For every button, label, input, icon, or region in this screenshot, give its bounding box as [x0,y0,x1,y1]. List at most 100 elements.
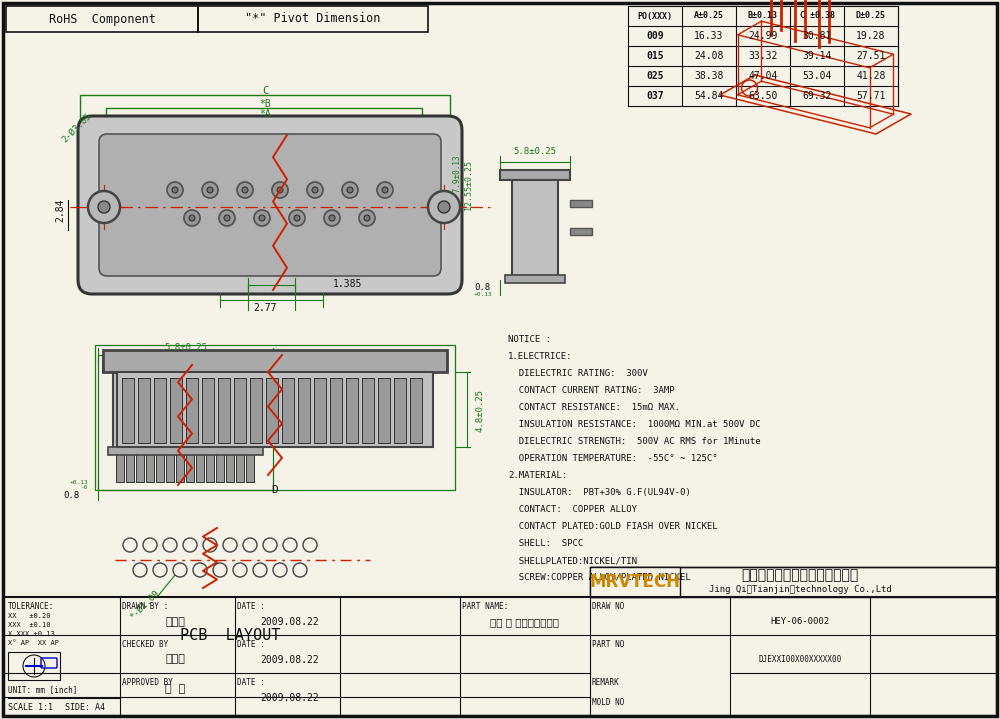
Bar [106,108,422,266]
Circle shape [303,538,317,552]
Bar [590,567,680,597]
Bar [98,355,273,490]
Bar [570,228,592,235]
Text: 12.55±0.25: 12.55±0.25 [464,160,473,210]
Text: *-Ø1.09: *-Ø1.09 [129,589,161,621]
Text: PART NO: PART NO [592,640,624,649]
Text: 57.71: 57.71 [856,91,886,101]
Text: UNIT: mm [inch]: UNIT: mm [inch] [8,685,77,694]
Circle shape [243,538,257,552]
Text: 4.8±0.25: 4.8±0.25 [476,388,484,431]
Circle shape [163,538,177,552]
Circle shape [173,563,187,577]
Text: DRAW NO: DRAW NO [592,602,624,611]
Text: PO(XXX): PO(XXX) [638,12,672,21]
Bar [268,387,296,395]
Circle shape [202,182,218,198]
Circle shape [294,215,300,221]
Text: 2-Ø3.05: 2-Ø3.05 [60,111,93,145]
Text: 1.385: 1.385 [333,279,363,289]
Text: 2009.08.22: 2009.08.22 [261,693,319,703]
Bar [266,378,278,443]
Bar [410,378,422,443]
Text: 63.50: 63.50 [748,91,778,101]
Circle shape [289,210,305,226]
Bar [126,452,134,482]
Bar [362,378,374,443]
Text: 30.81: 30.81 [802,31,832,41]
Text: SHELLPLATED:NICKEL/TIN: SHELLPLATED:NICKEL/TIN [508,556,637,565]
Text: 41.28: 41.28 [856,71,886,81]
FancyBboxPatch shape [78,116,462,294]
Bar [117,372,433,447]
Text: OPERATION TEMPERATURE:  -55C° ~ 125C°: OPERATION TEMPERATURE: -55C° ~ 125C° [508,454,718,463]
Circle shape [219,210,235,226]
Bar [95,345,455,490]
Circle shape [183,538,197,552]
Text: "*" Pivot Dimension: "*" Pivot Dimension [245,12,381,25]
Text: 009: 009 [646,31,664,41]
Text: +0.13: +0.13 [473,293,492,298]
Bar [346,378,358,443]
Text: 0.8: 0.8 [64,490,80,500]
Text: SCALE 1:1: SCALE 1:1 [8,703,53,712]
Bar [138,378,150,443]
Bar [186,452,194,482]
Bar [6,6,198,32]
Text: 2.MATERIAL:: 2.MATERIAL: [508,471,567,480]
Text: INSULATOR:  PBT+30% G.F(UL94V-0): INSULATOR: PBT+30% G.F(UL94V-0) [508,488,691,497]
Circle shape [203,538,217,552]
Text: 0.8: 0.8 [474,283,490,293]
Text: B±0.13: B±0.13 [748,12,778,21]
Circle shape [133,563,147,577]
Text: 研  组: 研 组 [165,684,185,694]
Bar [206,452,214,482]
Bar [590,567,997,597]
Circle shape [233,563,247,577]
Bar [156,452,164,482]
Circle shape [307,182,323,198]
Circle shape [123,538,137,552]
Circle shape [153,563,167,577]
Bar [512,180,558,280]
Text: 16.33: 16.33 [694,31,724,41]
Circle shape [359,210,375,226]
Text: DIELECTRIC RATING:  300V: DIELECTRIC RATING: 300V [508,369,648,378]
Bar [80,95,450,280]
Text: D: D [272,485,278,495]
Text: 2009.08.22: 2009.08.22 [261,617,319,627]
Circle shape [207,187,213,193]
Circle shape [237,182,253,198]
Circle shape [254,210,270,226]
Bar [282,378,294,443]
Text: 037: 037 [646,91,664,101]
Circle shape [184,210,200,226]
Bar [3,597,997,716]
Text: XX   ±0.20: XX ±0.20 [8,613,50,619]
Bar [122,378,134,443]
Bar [116,452,124,482]
Bar [570,200,592,207]
Text: INSULATION RESISTANCE:  1000MΩ MIN.at 500V DC: INSULATION RESISTANCE: 1000MΩ MIN.at 500… [508,420,761,429]
Bar [202,378,214,443]
Text: 015: 015 [646,51,664,61]
Circle shape [277,187,283,193]
Bar [330,378,342,443]
Text: DATE :: DATE : [237,678,265,687]
Bar [8,652,60,680]
Text: CONTACT PLATED:GOLD FIASH OVER NICKEL: CONTACT PLATED:GOLD FIASH OVER NICKEL [508,522,718,531]
Text: 2009.08.22: 2009.08.22 [261,655,319,665]
Text: 精奇（天津）科技股份有限公司: 精奇（天津）科技股份有限公司 [741,568,859,582]
Text: XXX  ±0.10: XXX ±0.10 [8,622,50,628]
Bar [500,170,570,180]
Text: DIELECTRIC STRENGTH:  500V AC RMS for 1Minute: DIELECTRIC STRENGTH: 500V AC RMS for 1Mi… [508,437,761,446]
Circle shape [253,563,267,577]
Text: 5.8±0.25: 5.8±0.25 [514,147,556,157]
Text: 69.32: 69.32 [802,91,832,101]
Bar [196,452,204,482]
Circle shape [364,215,370,221]
Bar [154,378,166,443]
Bar [186,378,198,443]
Bar [314,378,326,443]
Circle shape [167,182,183,198]
